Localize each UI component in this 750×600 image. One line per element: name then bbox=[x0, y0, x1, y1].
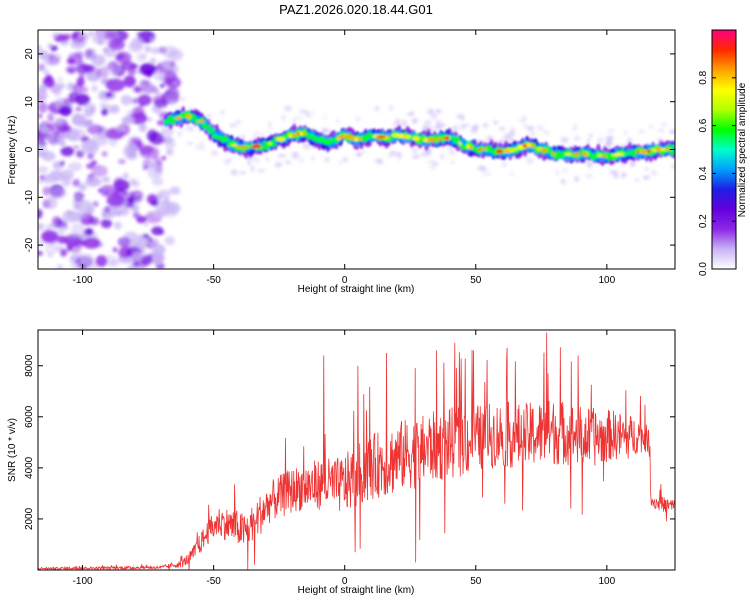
snr-y-ticks: 2000 4000 6000 8000 bbox=[24, 354, 675, 530]
spectrogram-noise bbox=[38, 30, 675, 269]
snr-x-label: Height of straight line (km) bbox=[298, 585, 415, 596]
spectrogram-x-tick-label: -50 bbox=[206, 275, 221, 286]
snr-x-ticks: -100 -50 0 50 100 bbox=[73, 330, 616, 587]
snr-y-tick-label: 6000 bbox=[24, 405, 35, 428]
spectrogram-y-tick-label: 0 bbox=[24, 146, 35, 152]
spectrogram-y-tick-label: -20 bbox=[24, 237, 35, 252]
snr-x-tick-label: 100 bbox=[598, 576, 615, 587]
colorbar-label: Normalized spectral amplitude bbox=[737, 82, 748, 217]
colorbar-tick-label: 0.2 bbox=[698, 214, 709, 228]
colorbar-ticks: 0.0 0.2 0.4 0.6 0.8 bbox=[698, 70, 736, 276]
colorbar-tick-label: 0.8 bbox=[698, 70, 709, 84]
snr-y-label: SNR (10 * v/v) bbox=[7, 418, 18, 482]
spectrogram-x-tick-label: 100 bbox=[598, 275, 615, 286]
snr-x-tick-label: -50 bbox=[206, 576, 221, 587]
colorbar-gradient bbox=[711, 29, 737, 270]
spectrogram-x-tick-label: 50 bbox=[470, 275, 482, 286]
colorbar: 0.0 0.2 0.4 0.6 0.8 Normalized spectral ampl… bbox=[698, 29, 748, 276]
spectrogram-y-label: Frequency (Hz) bbox=[7, 116, 18, 185]
snr-line bbox=[38, 332, 675, 570]
spectrogram-y-tick-label: 20 bbox=[24, 48, 35, 60]
snr-x-tick-label: -100 bbox=[73, 576, 93, 587]
snr-x-tick-label: 50 bbox=[470, 576, 482, 587]
colorbar-tick-label: 0.6 bbox=[698, 118, 709, 132]
spectrogram-y-tick-label: 10 bbox=[24, 96, 35, 108]
snr-x-tick-label: 0 bbox=[342, 576, 348, 587]
snr-y-tick-label: 8000 bbox=[24, 354, 35, 377]
colorbar-tick-label: 0.0 bbox=[698, 262, 709, 276]
spectrogram-x-label: Height of straight line (km) bbox=[298, 284, 415, 295]
snr-background bbox=[38, 330, 675, 570]
spectrogram-x-ticks: -100 -50 0 50 100 bbox=[73, 30, 616, 286]
snr-y-tick-label: 2000 bbox=[24, 507, 35, 530]
snr-frame bbox=[37, 329, 676, 571]
snr-y-tick-label: 4000 bbox=[24, 456, 35, 479]
spectrogram-y-ticks: -20 -10 0 10 20 bbox=[24, 48, 675, 252]
spectrogram-y-tick-label: -10 bbox=[24, 190, 35, 205]
spectrogram-x-tick-label: -100 bbox=[73, 275, 93, 286]
figure-title: PAZ1.2026.020.18.44.G01 bbox=[279, 2, 433, 17]
colorbar-tick-label: 0.4 bbox=[698, 166, 709, 180]
snr-panel: -100 -50 0 50 100 2000 4000 6000 8000 Height of… bbox=[7, 329, 676, 596]
spectrogram-x-tick-label: 0 bbox=[342, 275, 348, 286]
spectrogram-ridge bbox=[163, 106, 675, 167]
